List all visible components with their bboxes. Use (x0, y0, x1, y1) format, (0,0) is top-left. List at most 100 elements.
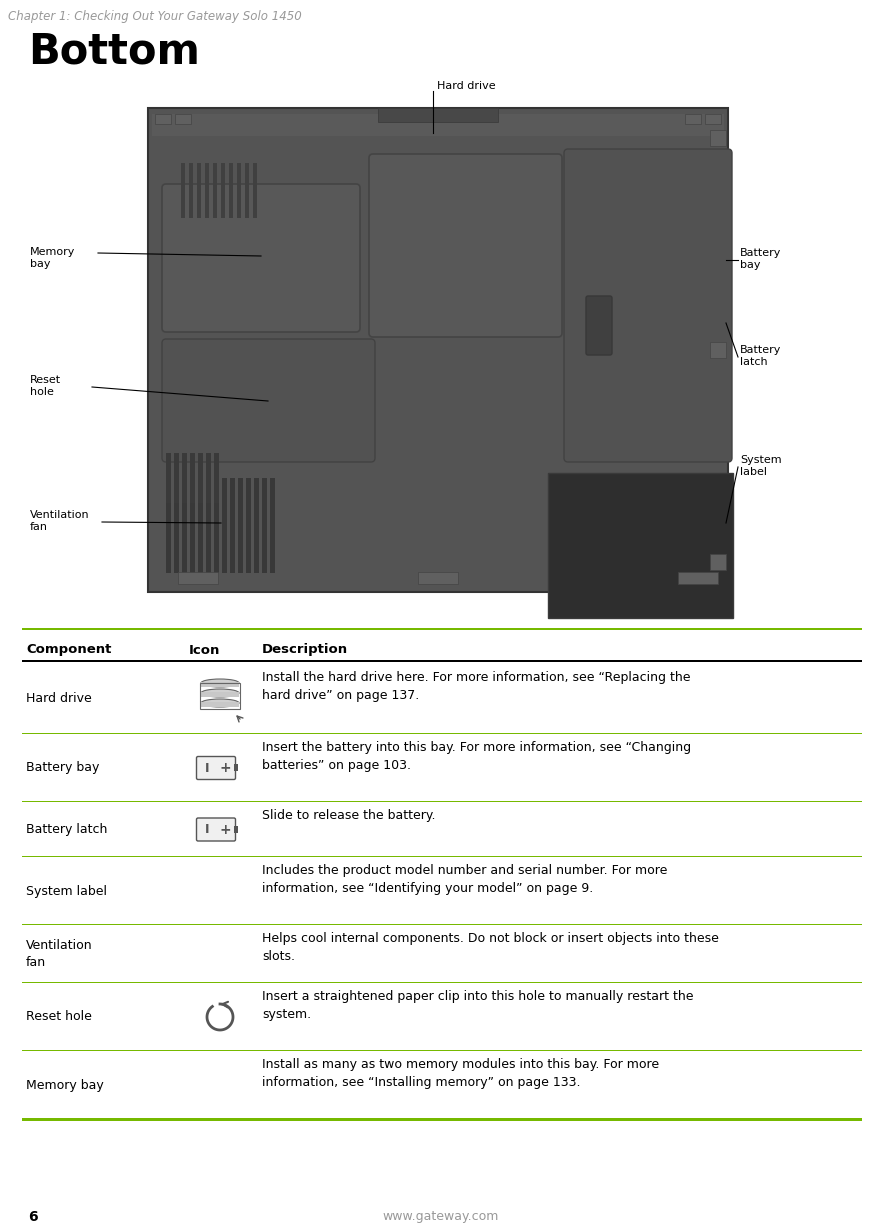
Bar (190, 478, 195, 573)
Bar (166, 478, 171, 573)
Bar (201, 702, 239, 707)
Text: +: + (219, 823, 230, 836)
Bar (174, 453, 179, 503)
Text: Description: Description (262, 643, 348, 657)
Bar (238, 478, 243, 573)
Bar (201, 692, 239, 697)
Text: Icon: Icon (189, 643, 221, 657)
Bar (189, 164, 193, 218)
Bar (229, 164, 233, 218)
Bar (548, 474, 733, 617)
Text: I: I (205, 823, 209, 836)
Text: Includes the product model number and serial number. For more
information, see “: Includes the product model number and se… (262, 863, 668, 895)
Bar (22, 733, 862, 734)
Text: Hard drive: Hard drive (26, 692, 92, 706)
Bar (678, 572, 718, 584)
Text: Memory bay: Memory bay (26, 1079, 103, 1091)
Bar (175, 114, 191, 124)
Ellipse shape (201, 689, 239, 697)
Bar (152, 114, 724, 137)
Bar (214, 453, 219, 503)
FancyBboxPatch shape (162, 184, 360, 332)
Bar (22, 1118, 862, 1119)
Bar (201, 681, 239, 688)
Bar (166, 453, 171, 503)
Bar (234, 764, 238, 771)
Bar (246, 478, 251, 573)
Text: Helps cool internal components. Do not block or insert objects into these
slots.: Helps cool internal components. Do not b… (262, 932, 719, 963)
Bar (378, 108, 498, 122)
Bar (22, 1049, 862, 1050)
Bar (221, 164, 225, 218)
Bar (245, 164, 249, 218)
Bar (148, 108, 728, 592)
Text: www.gateway.com: www.gateway.com (383, 1210, 499, 1223)
Bar (685, 114, 701, 124)
Bar (197, 164, 201, 218)
Ellipse shape (201, 679, 239, 688)
Text: Hard drive: Hard drive (437, 81, 495, 91)
Bar (155, 114, 171, 124)
Text: +: + (219, 761, 230, 775)
Bar (206, 478, 211, 573)
Bar (22, 627, 862, 630)
Text: Install as many as two memory modules into this bay. For more
information, see “: Install as many as two memory modules in… (262, 1058, 659, 1089)
Text: Bottom: Bottom (28, 30, 200, 73)
Bar (710, 342, 726, 358)
FancyBboxPatch shape (162, 339, 375, 462)
Bar (253, 164, 257, 218)
Bar (262, 478, 267, 573)
Text: Ventilation
fan: Ventilation fan (26, 938, 93, 969)
Text: Reset hole: Reset hole (26, 1011, 92, 1023)
Bar (710, 554, 726, 569)
Bar (230, 478, 235, 573)
Bar (190, 453, 195, 503)
Bar (174, 478, 179, 573)
Bar (205, 164, 209, 218)
Bar (222, 478, 227, 573)
Text: Ventilation
fan: Ventilation fan (30, 510, 90, 533)
Text: System label: System label (26, 884, 107, 898)
Text: 6: 6 (28, 1210, 38, 1224)
FancyBboxPatch shape (197, 756, 236, 780)
Bar (22, 661, 862, 662)
Bar (178, 572, 218, 584)
Bar (22, 924, 862, 925)
Text: Insert the battery into this bay. For more information, see “Changing
batteries”: Insert the battery into this bay. For mo… (262, 740, 691, 772)
Bar (254, 478, 259, 573)
Text: Battery
latch: Battery latch (740, 344, 781, 368)
FancyBboxPatch shape (197, 818, 236, 841)
Text: Component: Component (26, 643, 111, 657)
Bar (198, 453, 203, 503)
Bar (182, 478, 187, 573)
Text: System
label: System label (740, 455, 781, 477)
Text: Battery bay: Battery bay (26, 761, 100, 775)
Text: Insert a straightened paper clip into this hole to manually restart the
system.: Insert a straightened paper clip into th… (262, 990, 693, 1021)
Bar (237, 164, 241, 218)
Text: Battery latch: Battery latch (26, 823, 108, 836)
Bar (181, 164, 185, 218)
Bar (200, 683, 240, 708)
Bar (22, 1118, 862, 1121)
Text: I: I (205, 761, 209, 775)
Text: Battery
bay: Battery bay (740, 248, 781, 271)
FancyBboxPatch shape (369, 154, 562, 337)
Text: Install the hard drive here. For more information, see “Replacing the
hard drive: Install the hard drive here. For more in… (262, 672, 691, 702)
Text: Slide to release the battery.: Slide to release the battery. (262, 809, 435, 822)
Text: Chapter 1: Checking Out Your Gateway Solo 1450: Chapter 1: Checking Out Your Gateway Sol… (8, 10, 302, 23)
Ellipse shape (201, 699, 239, 707)
Bar (22, 856, 862, 857)
Bar (22, 982, 862, 983)
Bar (234, 825, 238, 833)
FancyBboxPatch shape (586, 296, 612, 355)
Bar (22, 801, 862, 802)
Bar (198, 478, 203, 573)
Bar (213, 164, 217, 218)
Text: Reset
hole: Reset hole (30, 375, 61, 397)
Bar (270, 478, 275, 573)
Text: Memory
bay: Memory bay (30, 247, 75, 269)
FancyBboxPatch shape (564, 149, 732, 462)
Bar (182, 453, 187, 503)
Bar (214, 478, 219, 573)
Bar (710, 130, 726, 146)
